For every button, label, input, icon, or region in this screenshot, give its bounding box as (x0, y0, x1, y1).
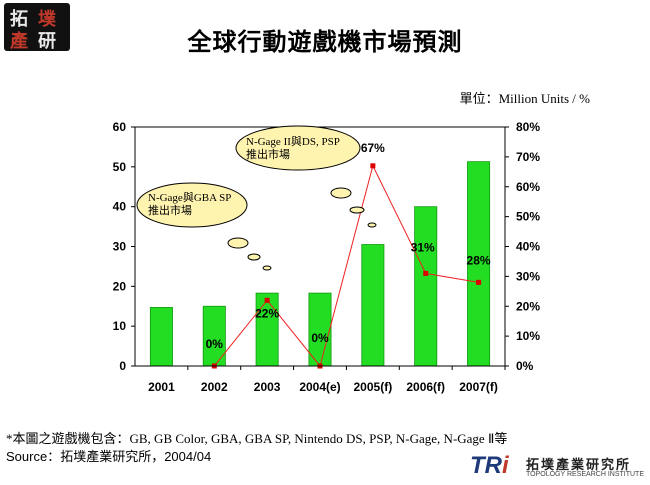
left-tick-label: 60 (113, 120, 127, 134)
right-tick-label: 60% (516, 180, 540, 194)
logo-char: 墣 (38, 9, 56, 30)
category-label: 2002 (201, 380, 228, 394)
right-tick-label: 0% (516, 359, 534, 373)
left-tick-label: 10 (113, 319, 127, 333)
data-label: 0% (206, 337, 224, 351)
category-label: 2003 (254, 380, 281, 394)
brand-tri: TR (470, 452, 502, 479)
slide-title: 全球行動遊戲機市場預測 (187, 27, 463, 56)
chart-note: *本圖之遊戲機包含：GB, GB Color, GBA, GBA SP, Nin… (6, 431, 508, 446)
chart-line: 0% 22% 0% 67% 31% 28% (206, 141, 491, 369)
left-tick-label: 20 (113, 279, 127, 293)
right-tick-label: 80% (516, 120, 540, 134)
brand-mark: TRi (470, 452, 509, 480)
brand-name: 拓墣產業研究所 (526, 458, 632, 473)
chart-callouts: N-Gage與GBA SP 推出市場 N-Gage II與DS, PSP 推出市… (136, 125, 377, 271)
callout-cloud-top: N-Gage II與DS, PSP 推出市場 (235, 125, 377, 228)
right-tick-label: 10% (516, 329, 540, 343)
category-label: 2007(f) (459, 380, 498, 394)
brand-tri-i: i (502, 452, 509, 479)
data-label: 22% (255, 306, 279, 320)
left-tick-label: 30 (113, 240, 127, 254)
logo-char: 拓 (10, 9, 28, 30)
bar (308, 292, 332, 367)
brand-logo: TRi 拓墣產業研究所 TOPOLOGY RESEARCH INSTITUTE (470, 452, 646, 482)
right-tick-label: 40% (516, 240, 540, 254)
unit-label: 單位：Million Units / % (459, 91, 590, 106)
logo-char: 產 (10, 31, 28, 52)
brand-name-en: TOPOLOGY RESEARCH INSTITUTE (526, 471, 644, 478)
right-tick-label: 20% (516, 299, 540, 313)
category-label: 2004(e) (299, 380, 340, 394)
chart-bars (149, 161, 491, 367)
left-tick-label: 40 (113, 200, 127, 214)
right-tick-label: 50% (516, 210, 540, 224)
callout-cloud-left: N-Gage與GBA SP 推出市場 (136, 182, 272, 271)
growth-marker (264, 297, 270, 303)
callout-text: N-Gage與GBA SP (148, 192, 232, 204)
callout-text: N-Gage II與DS, PSP (246, 136, 340, 148)
chart: 0% 22% 0% 67% 31% 28% 0 10 20 30 40 50 60 0% 10% 20% 30… (113, 120, 541, 394)
data-label: 31% (411, 240, 435, 254)
bar (361, 244, 385, 367)
callout-text: 推出市場 (246, 149, 290, 161)
data-label: 67% (361, 141, 385, 155)
category-label: 2005(f) (354, 380, 393, 394)
growth-marker (423, 270, 429, 276)
logo-char: 研 (38, 31, 56, 52)
left-tick-label: 0 (119, 359, 126, 373)
source-text: Source：拓墣產業研究所，2004/04 (6, 449, 212, 464)
growth-marker (476, 279, 482, 285)
data-label: 0% (311, 331, 329, 345)
company-logo: 拓 墣 產 研 (4, 3, 70, 52)
category-label: 2001 (148, 380, 175, 394)
bar (255, 292, 279, 367)
growth-line (213, 164, 479, 368)
left-tick-label: 50 (113, 160, 127, 174)
right-tick-label: 70% (516, 150, 540, 164)
category-label: 2006(f) (406, 380, 445, 394)
growth-marker (370, 163, 376, 169)
data-label: 28% (467, 253, 491, 267)
bar (414, 206, 438, 367)
right-tick-label: 30% (516, 269, 540, 283)
callout-text: 推出市場 (148, 205, 192, 217)
bar (149, 307, 173, 367)
